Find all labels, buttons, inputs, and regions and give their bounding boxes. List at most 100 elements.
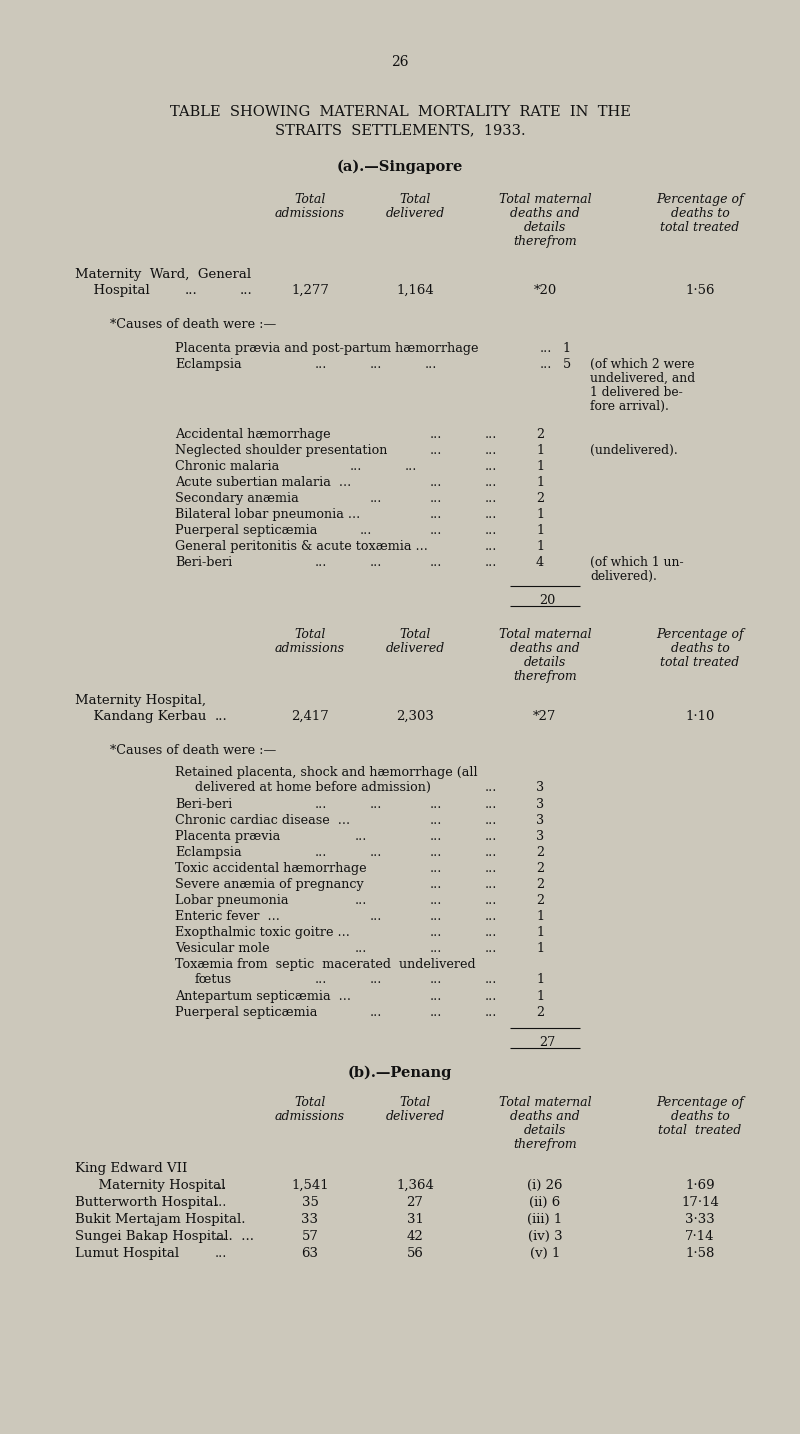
Text: Bilateral lobar pneumonia ...: Bilateral lobar pneumonia ... [175,508,360,521]
Text: Total: Total [399,194,430,206]
Text: Puerperal septicæmia: Puerperal septicæmia [175,1007,318,1020]
Text: 35: 35 [302,1196,318,1209]
Text: ...: ... [485,508,498,521]
Text: 2,417: 2,417 [291,710,329,723]
Text: ...: ... [430,942,442,955]
Text: 1 delivered be-: 1 delivered be- [590,386,682,399]
Text: 1: 1 [536,911,544,923]
Text: 2: 2 [536,878,544,891]
Text: 7·14: 7·14 [686,1230,714,1243]
Text: ...: ... [370,974,382,987]
Text: 63: 63 [302,1248,318,1260]
Text: ...: ... [485,893,498,906]
Text: ...: ... [430,815,442,827]
Text: ...: ... [485,492,498,505]
Text: 2: 2 [536,846,544,859]
Text: ...: ... [485,460,498,473]
Text: ...: ... [240,284,253,297]
Text: Maternity Hospital: Maternity Hospital [90,1179,226,1192]
Text: Enteric fever  ...: Enteric fever ... [175,911,280,923]
Text: ...: ... [430,556,442,569]
Text: Vesicular mole: Vesicular mole [175,942,270,955]
Text: ...: ... [485,878,498,891]
Text: delivered).: delivered). [590,569,657,584]
Text: Total: Total [294,194,326,206]
Text: 2: 2 [536,492,544,505]
Text: 1: 1 [536,508,544,521]
Text: Puerperal septicæmia: Puerperal septicæmia [175,523,318,536]
Text: 2,303: 2,303 [396,710,434,723]
Text: *27: *27 [534,710,557,723]
Text: STRAITS  SETTLEMENTS,  1933.: STRAITS SETTLEMENTS, 1933. [274,123,526,138]
Text: ...: ... [430,974,442,987]
Text: 1,541: 1,541 [291,1179,329,1192]
Text: (ii) 6: (ii) 6 [530,1196,561,1209]
Text: ...: ... [430,445,442,457]
Text: ...: ... [315,974,327,987]
Text: 3: 3 [536,815,544,827]
Text: Percentage of: Percentage of [656,194,744,206]
Text: General peritonitis & acute toxæmia ...: General peritonitis & acute toxæmia ... [175,541,428,554]
Text: ...: ... [370,797,382,812]
Text: ...: ... [485,911,498,923]
Text: *20: *20 [534,284,557,297]
Text: delivered: delivered [386,206,445,219]
Text: 2: 2 [536,1007,544,1020]
Text: *Causes of death were :—: *Causes of death were :— [110,318,276,331]
Text: Acute subertian malaria  ...: Acute subertian malaria ... [175,476,351,489]
Text: ...: ... [315,556,327,569]
Text: ...: ... [430,1007,442,1020]
Text: ...: ... [355,942,367,955]
Text: therefrom: therefrom [513,670,577,683]
Text: Toxæmia from  septic  macerated  undelivered: Toxæmia from septic macerated undelivere… [175,958,476,971]
Text: ...: ... [315,358,327,371]
Text: ...: ... [430,523,442,536]
Text: ...: ... [370,911,382,923]
Text: ...: ... [485,427,498,442]
Text: 1: 1 [536,541,544,554]
Text: ...: ... [540,341,552,356]
Text: ...: ... [485,830,498,843]
Text: 1: 1 [536,523,544,536]
Text: ...: ... [430,926,442,939]
Text: ...: ... [430,846,442,859]
Text: Accidental hæmorrhage: Accidental hæmorrhage [175,427,330,442]
Text: ...: ... [215,710,228,723]
Text: details: details [524,655,566,670]
Text: 20: 20 [539,594,555,607]
Text: Percentage of: Percentage of [656,628,744,641]
Text: ...: ... [430,508,442,521]
Text: 1: 1 [536,974,544,987]
Text: Total maternal: Total maternal [498,1096,591,1108]
Text: ...: ... [360,523,372,536]
Text: Retained placenta, shock and hæmorrhage (all: Retained placenta, shock and hæmorrhage … [175,766,478,779]
Text: 27: 27 [539,1035,555,1050]
Text: King Edward VII: King Edward VII [75,1162,187,1174]
Text: Total: Total [294,1096,326,1108]
Text: (of which 2 were: (of which 2 were [590,358,694,371]
Text: Chronic malaria: Chronic malaria [175,460,279,473]
Text: ...: ... [430,797,442,812]
Text: delivered: delivered [386,642,445,655]
Text: ...: ... [215,1230,227,1243]
Text: (v) 1: (v) 1 [530,1248,560,1260]
Text: ...: ... [430,427,442,442]
Text: fore arrival).: fore arrival). [590,400,669,413]
Text: Hospital: Hospital [85,284,150,297]
Text: (of which 1 un-: (of which 1 un- [590,556,684,569]
Text: 1: 1 [563,341,571,356]
Text: Kandang Kerbau: Kandang Kerbau [85,710,206,723]
Text: 1,164: 1,164 [396,284,434,297]
Text: Lobar pneumonia: Lobar pneumonia [175,893,289,906]
Text: deaths to: deaths to [670,642,730,655]
Text: Total: Total [294,628,326,641]
Text: ...: ... [370,846,382,859]
Text: therefrom: therefrom [513,235,577,248]
Text: 42: 42 [406,1230,423,1243]
Text: Antepartum septicæmia  ...: Antepartum septicæmia ... [175,989,351,1002]
Text: 56: 56 [406,1248,423,1260]
Text: ...: ... [485,445,498,457]
Text: 31: 31 [406,1213,423,1226]
Text: ...: ... [215,1248,227,1260]
Text: ...: ... [370,492,382,505]
